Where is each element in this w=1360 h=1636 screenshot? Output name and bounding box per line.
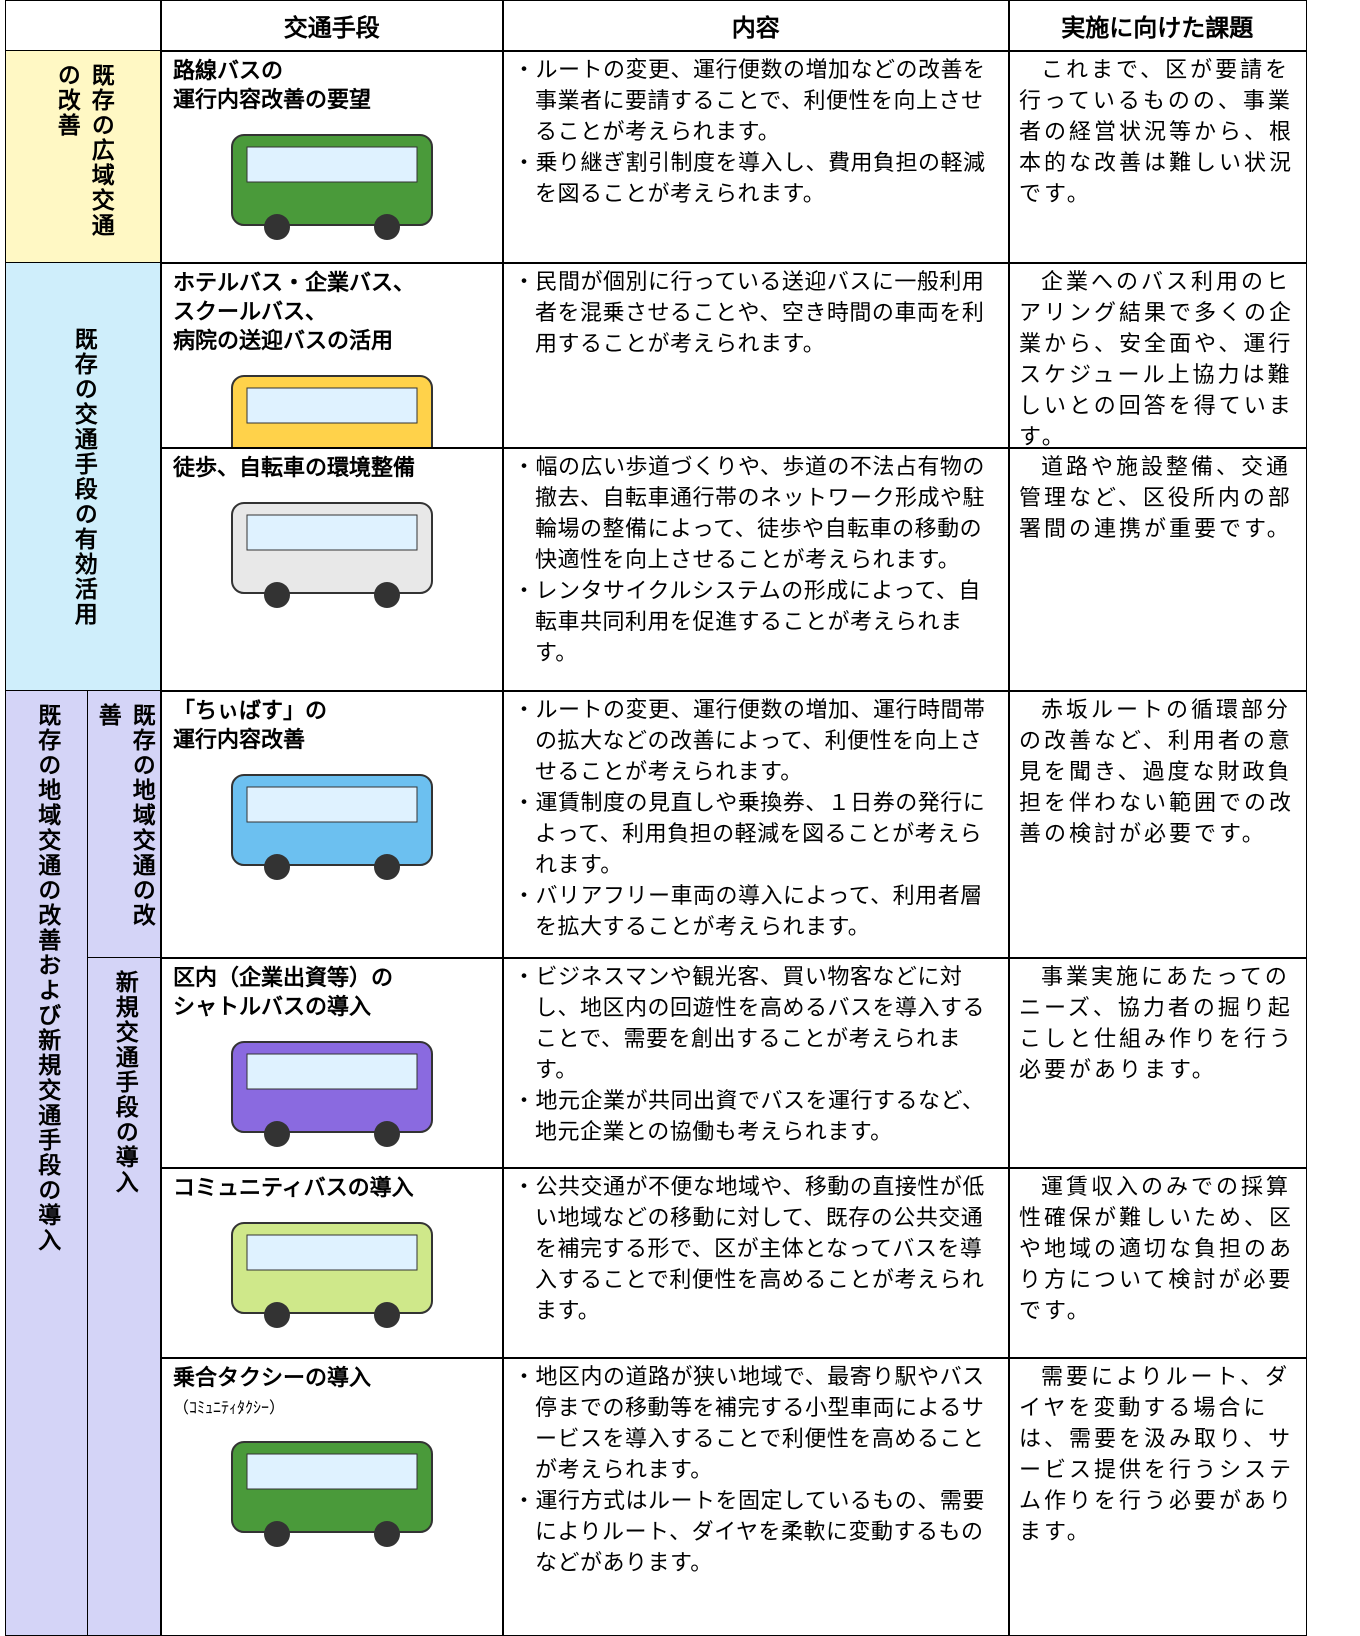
means-line: 区内（企業出資等）の xyxy=(173,966,394,991)
content-item: ・運賃制度の見直しや乗換券、１日券の発行によって、利用負担の軽減を図ることが考え… xyxy=(513,791,986,878)
means-cell: コミュニティバスの導入 xyxy=(160,1167,504,1359)
content-cell: ・ルートの変更、運行便数の増加などの改善を事業者に要請することで、利便性を向上さ… xyxy=(502,50,1010,264)
content-cell: ・幅の広い歩道づくりや、歩道の不法占有物の撤去、自転車通行帯のネットワーク形成や… xyxy=(502,447,1010,692)
issue-cell: 需要によりルート、ダイヤを変動する場合には、需要を汲み取り、サービス提供を行うシ… xyxy=(1008,1357,1307,1636)
content-item: ・乗り継ぎ割引制度を導入し、費用負担の軽減を図ることが考えられます。 xyxy=(513,151,986,207)
issue-cell: 運賃収入のみでの採算性確保が難しいため、区や地域の適切な負担のあり方について検討… xyxy=(1008,1167,1307,1359)
header-cell: 内容 xyxy=(502,0,1010,52)
means-line: 乗合タクシーの導入 xyxy=(173,1366,372,1391)
header-cell: 交通手段 xyxy=(160,0,504,52)
means-line: スクールバス、 xyxy=(173,300,328,325)
illustration xyxy=(230,774,433,880)
issue-cell: 道路や施設整備、交通管理など、区役所内の部署間の連携が重要です。 xyxy=(1008,447,1307,692)
means-line: ホテルバス・企業バス、 xyxy=(173,271,416,296)
header-cell: 実施に向けた課題 xyxy=(1008,0,1307,52)
issue-cell: 赤坂ルートの循環部分の改善など、利用者の意見を聞き、過度な財政負担を伴わない範囲… xyxy=(1008,690,1307,959)
means-note: （ｺﾐｭﾆﾃｨﾀｸｼｰ） xyxy=(173,1398,286,1417)
illustration xyxy=(230,1041,433,1147)
means-cell: 「ちぃばす」の 運行内容改善 xyxy=(160,690,504,959)
subgroup-label: 既存の地域交通の改善 xyxy=(87,690,162,959)
content-item: ・ルートの変更、運行便数の増加などの改善を事業者に要請することで、利便性を向上さ… xyxy=(513,58,986,145)
means-line: 路線バスの xyxy=(173,59,284,84)
issue-cell: これまで、区が要請を行っているものの、事業者の経営状況等から、根本的な改善は難し… xyxy=(1008,50,1307,264)
means-cell: 区内（企業出資等）の シャトルバスの導入 xyxy=(160,957,504,1169)
content-item: ・地区内の道路が狭い地域で、最寄り駅やバス停までの移動等を補完する小型車両による… xyxy=(513,1365,985,1483)
means-line: コミュニティバスの導入 xyxy=(173,1176,414,1201)
means-line: 「ちぃばす」の xyxy=(173,699,328,724)
means-line: シャトルバスの導入 xyxy=(173,995,372,1020)
group-label: 既存の交通手段の有効活用 xyxy=(5,262,162,692)
content-cell: ・ビジネスマンや観光客、買い物客などに対し、地区内の回遊性を高めるバスを導入する… xyxy=(502,957,1010,1169)
content-item: ・ルートの変更、運行便数の増加、運行時間帯の拡大などの改善によって、利便性を向上… xyxy=(513,698,986,785)
content-cell: ・ルートの変更、運行便数の増加、運行時間帯の拡大などの改善によって、利便性を向上… xyxy=(502,690,1010,959)
means-cell: ホテルバス・企業バス、 スクールバス、病院の送迎バスの活用 xyxy=(160,262,504,449)
means-line: 運行内容改善 xyxy=(173,728,306,753)
illustration xyxy=(230,134,433,240)
illustration xyxy=(230,1222,433,1328)
means-cell: 路線バスの運行内容改善の要望 xyxy=(160,50,504,264)
means-cell: 乗合タクシーの導入 （ｺﾐｭﾆﾃｨﾀｸｼｰ） xyxy=(160,1357,504,1636)
content-item: ・幅の広い歩道づくりや、歩道の不法占有物の撤去、自転車通行帯のネットワーク形成や… xyxy=(513,455,986,573)
header-blank xyxy=(5,0,162,52)
means-line: 徒歩、自転車の環境整備 xyxy=(173,456,416,481)
illustration xyxy=(230,1441,433,1547)
content-cell: ・公共交通が不便な地域や、移動の直接性が低い地域などの移動に対して、既存の公共交… xyxy=(502,1167,1010,1359)
content-item: ・民間が個別に行っている送迎バスに一般利用者を混乗させることや、空き時間の車両を… xyxy=(513,270,985,357)
illustration xyxy=(230,502,433,608)
content-item: ・バリアフリー車両の導入によって、利用者層を拡大することが考えられます。 xyxy=(513,884,983,940)
content-cell: ・民間が個別に行っている送迎バスに一般利用者を混乗させることや、空き時間の車両を… xyxy=(502,262,1010,449)
issue-cell: 企業へのバス利用のヒアリング結果で多くの企業から、安全面や、運行スケジュール上協… xyxy=(1008,262,1307,449)
means-line: 運行内容改善の要望 xyxy=(173,88,372,113)
group-label: 既存の広域交通の改善 xyxy=(5,50,162,264)
content-item: ・公共交通が不便な地域や、移動の直接性が低い地域などの移動に対して、既存の公共交… xyxy=(513,1175,985,1324)
group-label: 既存の地域交通の改善および新規交通手段の導入 xyxy=(5,690,89,1636)
means-cell: 徒歩、自転車の環境整備 xyxy=(160,447,504,692)
illustration xyxy=(230,375,433,448)
means-line: 病院の送迎バスの活用 xyxy=(173,329,394,354)
subgroup-label: 新規交通手段の導入 xyxy=(87,957,162,1636)
content-item: ・ビジネスマンや観光客、買い物客などに対し、地区内の回遊性を高めるバスを導入する… xyxy=(513,965,986,1083)
content-item: ・レンタサイクルシステムの形成によって、自転車共同利用を促進することが考えられま… xyxy=(513,579,981,666)
content-cell: ・地区内の道路が狭い地域で、最寄り駅やバス停までの移動等を補完する小型車両による… xyxy=(502,1357,1010,1636)
issue-cell: 事業実施にあたってのニーズ、協力者の掘り起こしと仕組み作りを行う必要があります。 xyxy=(1008,957,1307,1169)
content-item: ・運行方式はルートを固定しているもの、需要によりルート、ダイヤを柔軟に変動するも… xyxy=(513,1489,985,1576)
content-item: ・地元企業が共同出資でバスを運行するなど、地元企業との協働も考えられます。 xyxy=(513,1089,985,1145)
